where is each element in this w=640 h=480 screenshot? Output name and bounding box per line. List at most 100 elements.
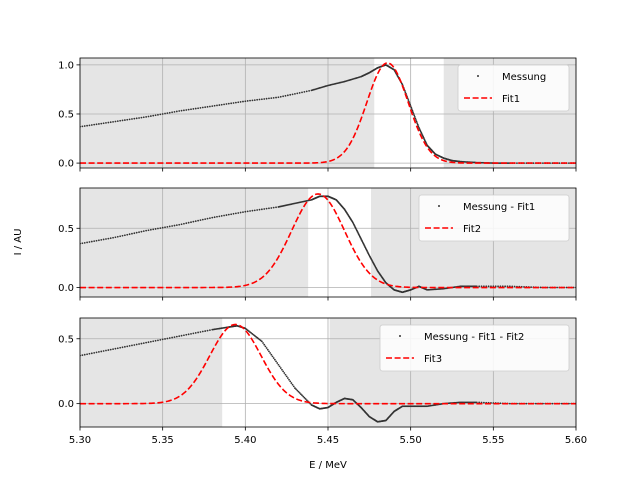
data-point <box>297 390 300 393</box>
data-point <box>296 92 299 95</box>
data-point <box>187 333 190 336</box>
legend-marker-dots <box>399 335 401 337</box>
data-point <box>303 396 306 399</box>
data-point <box>206 217 209 220</box>
data-point <box>290 382 293 384</box>
data-point <box>157 113 159 116</box>
data-point <box>147 115 150 118</box>
data-point <box>107 349 110 351</box>
data-point <box>286 377 289 379</box>
data-point <box>102 238 105 241</box>
data-point <box>220 103 223 106</box>
data-point <box>260 340 263 343</box>
data-point <box>152 228 155 231</box>
data-point <box>223 103 225 106</box>
data-point <box>187 108 190 111</box>
data-point <box>404 91 407 94</box>
data-point <box>239 101 242 103</box>
data-point <box>291 383 294 386</box>
data-point <box>145 116 148 118</box>
data-point <box>201 106 204 109</box>
data-point <box>168 111 171 114</box>
data-point <box>220 215 223 217</box>
legend-label: Messung - Fit1 - Fit2 <box>424 332 524 343</box>
data-point <box>289 380 292 383</box>
data-point <box>308 90 311 92</box>
data-point <box>128 118 131 121</box>
data-point <box>90 124 93 126</box>
data-point <box>237 101 240 104</box>
y-tick-label: 0.0 <box>58 399 74 410</box>
data-point <box>123 345 126 348</box>
fit-curve <box>80 193 576 289</box>
data-point <box>487 285 490 288</box>
data-point <box>199 219 202 222</box>
data-point <box>105 349 107 352</box>
series-1-points <box>80 324 576 423</box>
data-point <box>88 241 91 243</box>
data-point <box>168 337 171 339</box>
legend-label: Fit1 <box>502 94 520 105</box>
data-point <box>116 235 119 238</box>
data-point <box>270 97 273 100</box>
data-point <box>204 106 207 109</box>
data-point <box>269 352 272 354</box>
data-point <box>145 229 148 232</box>
data-point <box>283 372 286 374</box>
data-point <box>416 123 419 126</box>
data-point <box>560 402 563 405</box>
x-tick-label: 5.55 <box>482 435 504 446</box>
data-point <box>109 237 112 240</box>
data-point <box>133 344 136 346</box>
data-point <box>161 113 164 115</box>
data-point <box>286 94 289 97</box>
data-point <box>260 98 263 101</box>
data-point <box>157 227 159 230</box>
data-point <box>296 389 299 392</box>
data-point <box>142 342 145 345</box>
data-point <box>234 212 237 215</box>
panel-3: 5.30 5.35 5.40 5.45 5.50 5.55 5.60 0.0 0.5 Messun… <box>58 317 587 446</box>
data-point <box>262 342 264 344</box>
data-point <box>232 212 235 215</box>
y-tick-label: 0.5 <box>58 334 74 345</box>
data-point <box>121 346 124 349</box>
data-point <box>140 342 143 345</box>
data-point <box>218 104 221 106</box>
legend-box <box>418 194 570 242</box>
data-point <box>154 114 157 117</box>
data-point <box>272 96 275 99</box>
data-point <box>516 162 518 164</box>
y-tick-label: 0.0 <box>58 159 74 170</box>
data-point <box>225 214 228 216</box>
data-point <box>282 95 285 98</box>
data-point <box>253 209 256 212</box>
data-point <box>121 234 124 237</box>
data-point <box>288 378 290 381</box>
data-point <box>116 120 119 123</box>
data-point <box>185 333 188 336</box>
data-point <box>249 210 251 212</box>
data-point <box>413 114 416 117</box>
data-point <box>147 229 150 232</box>
data-point <box>213 104 216 107</box>
data-point <box>277 363 280 366</box>
data-point <box>112 348 114 351</box>
data-point <box>291 93 294 96</box>
data-point <box>265 347 268 349</box>
data-point <box>93 123 96 126</box>
data-point <box>206 329 209 332</box>
data-point <box>194 107 197 110</box>
data-point <box>475 401 478 404</box>
data-point <box>166 225 169 228</box>
data-point <box>152 114 155 117</box>
data-point <box>140 116 143 119</box>
data-point <box>128 344 131 347</box>
data-point <box>192 220 195 223</box>
data-point <box>216 104 218 107</box>
data-point <box>175 224 178 227</box>
data-point <box>542 162 544 164</box>
data-point <box>264 345 267 348</box>
data-point <box>281 368 283 371</box>
data-point <box>415 119 417 121</box>
